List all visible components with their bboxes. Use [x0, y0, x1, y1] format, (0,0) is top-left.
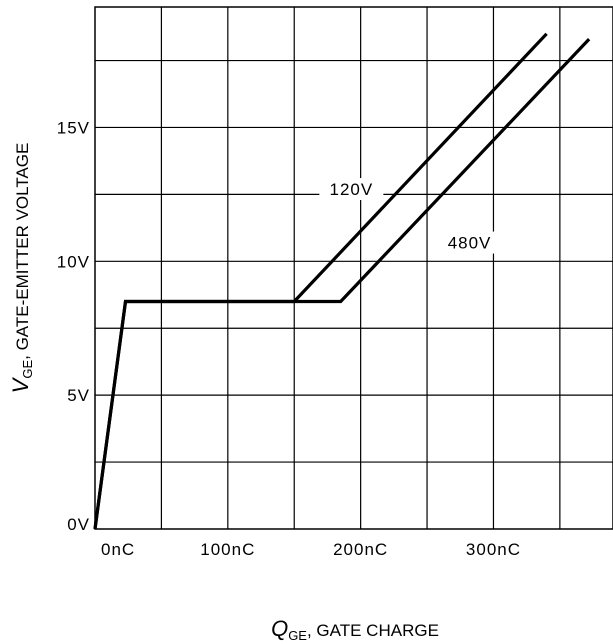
- series-line-120v: [93, 32, 548, 530]
- y-axis-label: , GATE-EMITTER VOLTAGE: [13, 143, 32, 360]
- y-tick-label: 0V: [67, 515, 90, 534]
- y-tick-labels: 0V 5V 10V 15V: [57, 118, 90, 534]
- y-tick-label: 10V: [57, 252, 90, 271]
- series-label-bg: [319, 178, 384, 201]
- series-line-480v: [93, 38, 591, 530]
- y-axis-symbol: V: [8, 376, 33, 393]
- x-tick-labels: 0nC 100nC 200nC 300nC: [101, 540, 521, 559]
- x-axis-subscript: GE: [288, 628, 307, 643]
- plot-frame: [94, 6, 613, 530]
- series-layer: [93, 32, 591, 530]
- y-tick-label: 15V: [57, 118, 90, 137]
- series-labels: 120V 480V: [319, 178, 502, 254]
- series-label-480v: 480V: [448, 234, 492, 253]
- y-axis-subscript: GE: [20, 360, 35, 379]
- x-axis-symbol: Q: [271, 616, 288, 641]
- series-label-120v: 120V: [329, 180, 373, 199]
- x-tick-label: 200nC: [333, 540, 388, 559]
- x-tick-label: 0nC: [101, 540, 135, 559]
- x-axis-title: QGE, GATE CHARGE: [271, 616, 439, 643]
- y-axis-title: VGE, GATE-EMITTER VOLTAGE: [8, 143, 35, 394]
- series-label-bg: [437, 231, 502, 254]
- x-axis-label: , GATE CHARGE: [307, 621, 439, 640]
- x-tick-label: 300nC: [466, 540, 521, 559]
- grid: [95, 7, 613, 529]
- y-tick-label: 5V: [67, 386, 90, 405]
- x-tick-label: 100nC: [200, 540, 255, 559]
